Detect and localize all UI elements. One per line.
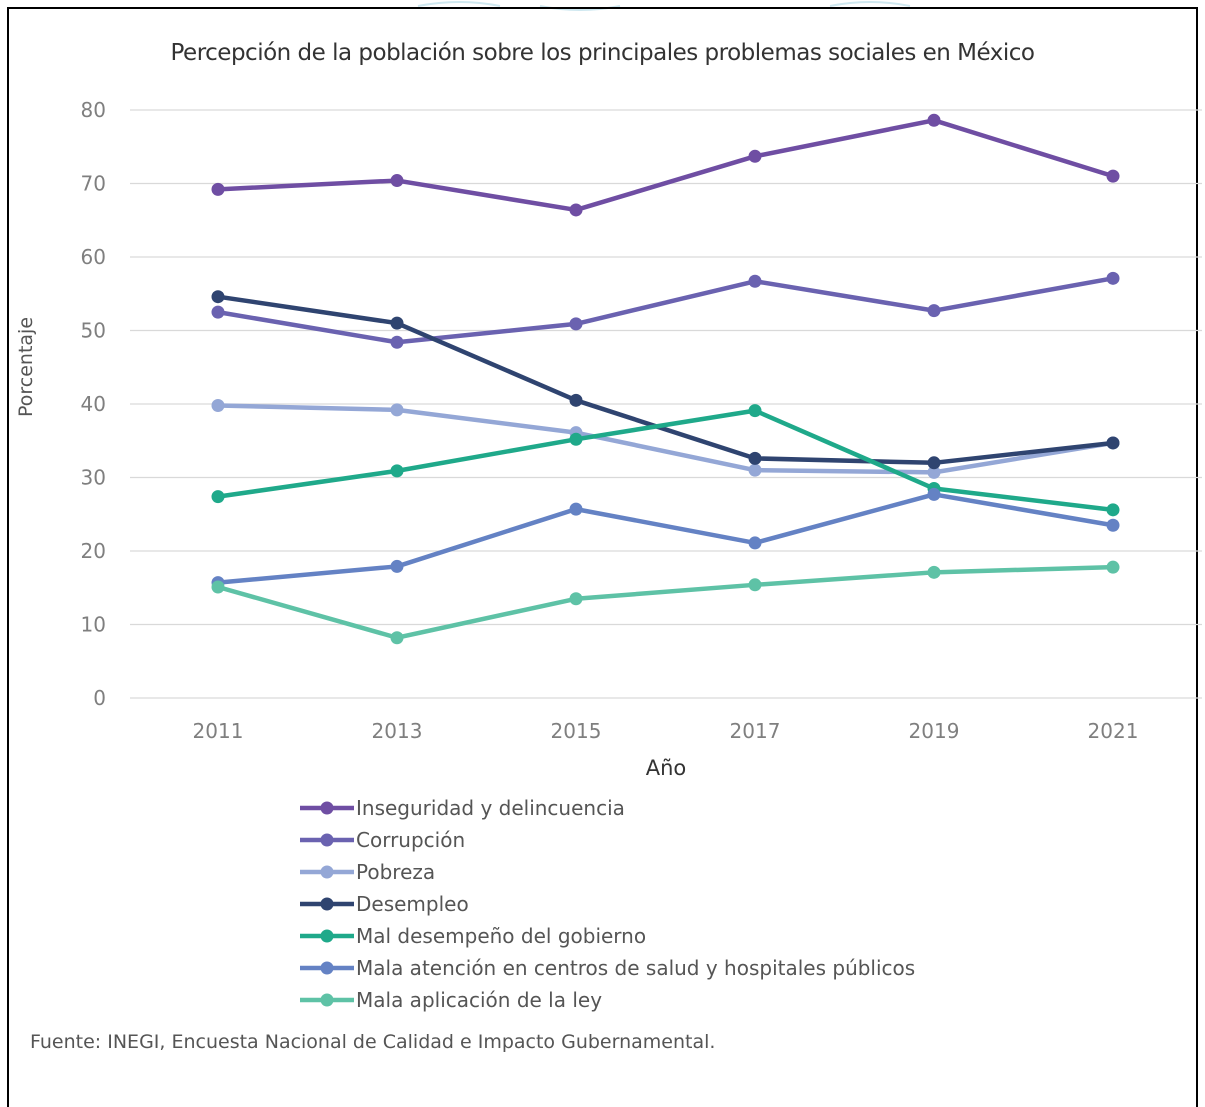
series-line-5 [215, 408, 1116, 513]
data-point-1-2019 [927, 113, 941, 127]
data-point-6-2013 [390, 559, 404, 573]
series-line-4 [215, 294, 1116, 466]
series-4 [211, 290, 1120, 470]
legend-item-5: Mal desempeño del gobierno [298, 920, 915, 952]
legend-swatch-2 [300, 833, 354, 847]
legend-item-2: Corrupción [298, 824, 915, 856]
data-point-4-2011 [211, 290, 225, 304]
series-line-1 [215, 118, 1116, 213]
data-point-2-2013 [390, 335, 404, 349]
data-point-7-2015 [569, 592, 583, 606]
legend-item-4: Desempleo [298, 888, 915, 920]
data-point-7-2017 [748, 578, 762, 592]
legend-label-2: Corrupción [356, 828, 466, 852]
legend-label-3: Pobreza [356, 860, 436, 884]
data-point-2-2017 [748, 274, 762, 288]
data-point-5-2015 [569, 432, 583, 446]
data-point-4-2019 [927, 456, 941, 470]
x-tick-label-2017: 2017 [730, 719, 781, 743]
legend-label-6: Mala atención en centros de salud y hosp… [356, 956, 916, 980]
data-point-6-2017 [748, 536, 762, 550]
series-7 [211, 560, 1120, 645]
data-point-6-2021 [1106, 518, 1120, 532]
y-tick-label-80: 80 [81, 98, 106, 122]
data-point-1-2011 [211, 182, 225, 196]
series-line-2 [215, 276, 1116, 345]
data-point-3-2019 [927, 465, 941, 479]
series-line-6 [215, 492, 1116, 585]
legend-swatch-4 [300, 897, 354, 911]
series-line-7 [215, 564, 1116, 640]
chart-frame [7, 7, 1198, 1107]
y-tick-label-0: 0 [93, 686, 106, 710]
data-point-5-2021 [1106, 503, 1120, 517]
x-axis-label: Año [645, 756, 687, 780]
source-note: Fuente: INEGI, Encuesta Nacional de Cali… [30, 1031, 716, 1053]
legend-item-6: Mala atención en centros de salud y hosp… [298, 952, 915, 984]
x-tick-label-2011: 2011 [193, 719, 244, 743]
legend-label-4: Desempleo [356, 892, 469, 916]
x-tick-label-2013: 2013 [372, 719, 423, 743]
data-point-6-2019 [927, 487, 941, 501]
y-tick-label-20: 20 [81, 539, 106, 563]
legend-label-7: Mala aplicación de la ley [356, 988, 603, 1012]
series-2 [211, 271, 1120, 349]
legend-item-3: Pobreza [298, 856, 915, 888]
data-point-7-2019 [927, 565, 941, 579]
legend-swatch-3 [300, 865, 354, 879]
chart-title: Percepción de la población sobre los pri… [170, 40, 1035, 66]
series-line-3 [215, 403, 1116, 475]
data-point-6-2015 [569, 502, 583, 516]
legend-swatch-5 [300, 929, 354, 943]
data-point-4-2015 [569, 393, 583, 407]
x-tick-label-2021: 2021 [1088, 719, 1139, 743]
series-1 [211, 113, 1120, 217]
x-tick-label-2015: 2015 [551, 719, 602, 743]
data-point-7-2013 [390, 631, 404, 645]
legend-label-5: Mal desempeño del gobierno [356, 924, 647, 948]
data-point-4-2021 [1106, 436, 1120, 450]
data-point-2-2015 [569, 317, 583, 331]
data-point-1-2013 [390, 174, 404, 188]
chart-legend: Inseguridad y delincuencia Corrupción Pobr… [298, 792, 915, 1016]
data-point-3-2013 [390, 403, 404, 417]
legend-item-1: Inseguridad y delincuencia [298, 792, 915, 824]
data-point-3-2011 [211, 398, 225, 412]
series-6 [211, 487, 1120, 590]
data-point-2-2019 [927, 304, 941, 318]
y-tick-label-50: 50 [81, 319, 106, 343]
data-point-1-2015 [569, 203, 583, 217]
data-point-7-2021 [1106, 560, 1120, 574]
data-point-4-2017 [748, 451, 762, 465]
data-point-1-2021 [1106, 169, 1120, 183]
legend-swatch-1 [300, 801, 354, 815]
y-tick-label-70: 70 [81, 172, 106, 196]
data-point-3-2017 [748, 463, 762, 477]
data-point-5-2017 [748, 404, 762, 418]
data-point-1-2017 [748, 149, 762, 163]
x-tick-label-2019: 2019 [909, 719, 960, 743]
data-point-5-2013 [390, 464, 404, 478]
line-chart: 0 10 20 30 40 50 60 70 80 2011 2013 2015 2017 2019 202… [81, 98, 1202, 743]
y-tick-label-10: 10 [81, 613, 106, 637]
series-3 [211, 398, 1120, 479]
data-point-7-2011 [211, 580, 225, 594]
data-point-2-2011 [211, 305, 225, 319]
y-tick-label-60: 60 [81, 245, 106, 269]
data-point-2-2021 [1106, 271, 1120, 285]
y-tick-label-30: 30 [81, 466, 106, 490]
legend-item-7: Mala aplicación de la ley [298, 984, 915, 1016]
y-tick-label-40: 40 [81, 392, 106, 416]
data-point-4-2013 [390, 316, 404, 330]
legend-swatch-7 [300, 993, 354, 1007]
series-5 [211, 404, 1120, 517]
legend-label-1: Inseguridad y delincuencia [356, 796, 625, 820]
legend-swatch-6 [300, 961, 354, 975]
data-point-5-2011 [211, 490, 225, 504]
